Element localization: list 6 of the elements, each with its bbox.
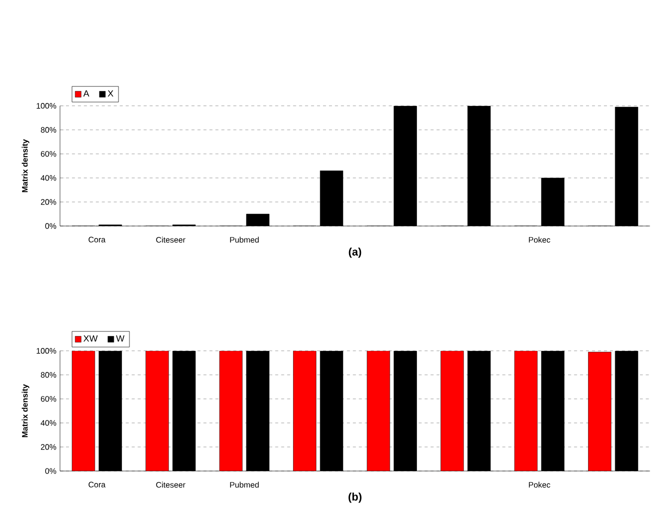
legend-label: W (116, 335, 124, 342)
text: (a) (348, 248, 362, 258)
legend-label: A (83, 90, 90, 97)
legend-label: XW (83, 335, 98, 342)
legend-label: X (108, 90, 114, 97)
text: (b) (348, 492, 362, 503)
